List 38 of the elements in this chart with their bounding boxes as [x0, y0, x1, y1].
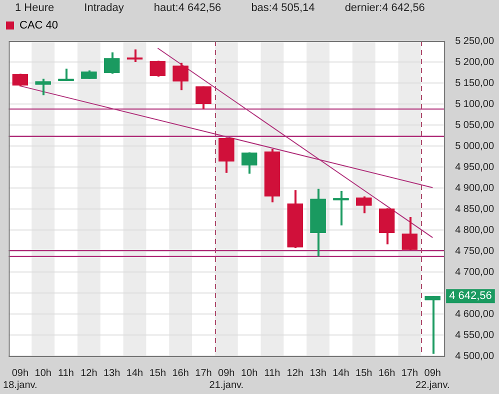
- y-tick-label: 4 600,00: [455, 308, 494, 320]
- x-tick-label: 10h: [240, 368, 258, 379]
- y-tick-label: 4 950,00: [455, 162, 494, 173]
- x-tick-label: 16h: [172, 368, 189, 379]
- y-tick-label: 4 750,00: [455, 246, 494, 257]
- x-tick-label: 14h: [126, 368, 144, 379]
- text: dernier:4 642,56: [344, 1, 425, 16]
- text: 1 Heure: [15, 1, 54, 16]
- y-tick-label: 5 100,00: [455, 98, 494, 110]
- y-tick-label: 4 550,00: [455, 330, 494, 341]
- x-tick-label: 10h: [34, 368, 52, 379]
- y-tick-label: 5 250,00: [455, 36, 494, 47]
- x-tick-label: 15h: [356, 368, 372, 379]
- x-tick-label: 15h: [149, 368, 166, 379]
- x-tick-label: 14h: [332, 368, 350, 379]
- y-tick-label: 4 850,00: [455, 204, 494, 215]
- y-tick-label: 5 050,00: [455, 120, 494, 131]
- x-tick-label: 11h: [264, 368, 280, 379]
- legend-label: CAC 40: [20, 20, 58, 32]
- y-tick-label: 5 150,00: [455, 78, 494, 89]
- x-tick-label: 13h: [104, 368, 120, 379]
- x-tick-label: 11h: [58, 368, 74, 379]
- y-tick-label: 4 900,00: [455, 182, 494, 194]
- y-tick-label: 4 700,00: [455, 266, 494, 278]
- x-tick-label: 17h: [401, 368, 418, 379]
- y-tick-label: 5 200,00: [455, 56, 494, 68]
- text: 4 642,56: [449, 290, 492, 302]
- x-tick-label: 13h: [310, 368, 326, 379]
- text: Intraday: [84, 1, 124, 16]
- y-tick-label: 4 800,00: [455, 224, 494, 236]
- text: bas:4 505,14: [251, 1, 315, 16]
- x-tick-label: 12h: [286, 368, 304, 379]
- x-tick-label: 12h: [80, 368, 98, 379]
- y-tick-label: 5 000,00: [455, 140, 494, 152]
- text: haut:4 642,56: [154, 1, 222, 16]
- x-tick-label: 17h: [195, 368, 212, 379]
- x-tick-label: 16h: [378, 368, 396, 379]
- y-tick-label: 4 500,00: [455, 350, 494, 362]
